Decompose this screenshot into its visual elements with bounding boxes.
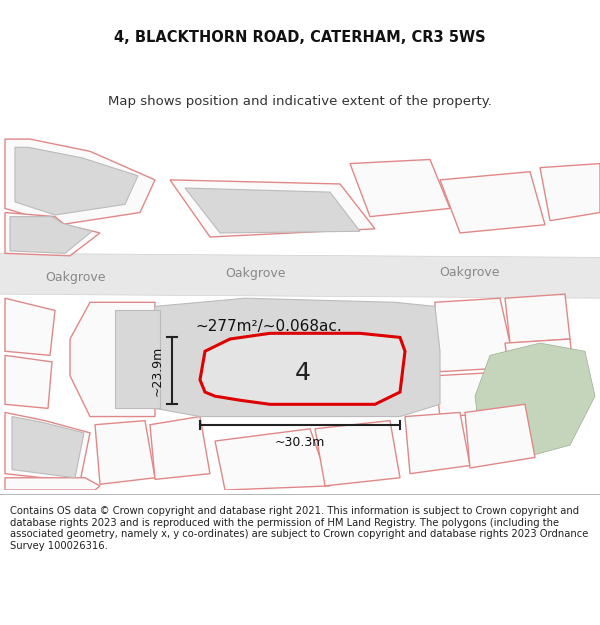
Polygon shape — [150, 416, 210, 479]
Text: ~277m²/~0.068ac.: ~277m²/~0.068ac. — [195, 319, 342, 334]
Polygon shape — [10, 217, 92, 253]
Polygon shape — [215, 429, 330, 490]
Polygon shape — [150, 298, 440, 416]
Polygon shape — [505, 339, 575, 388]
Polygon shape — [12, 416, 84, 478]
Polygon shape — [185, 188, 360, 233]
Text: 4: 4 — [295, 361, 311, 385]
Polygon shape — [5, 298, 55, 356]
Polygon shape — [0, 253, 600, 298]
Polygon shape — [435, 298, 510, 372]
Polygon shape — [465, 404, 535, 468]
Polygon shape — [405, 412, 470, 474]
Text: Oakgrove: Oakgrove — [45, 271, 105, 284]
Polygon shape — [95, 421, 155, 484]
Text: ~23.9m: ~23.9m — [151, 346, 164, 396]
Polygon shape — [540, 164, 600, 221]
Text: 4, BLACKTHORN ROAD, CATERHAM, CR3 5WS: 4, BLACKTHORN ROAD, CATERHAM, CR3 5WS — [114, 30, 486, 45]
Polygon shape — [5, 478, 100, 490]
Text: Oakgrove: Oakgrove — [440, 266, 500, 279]
Polygon shape — [5, 213, 100, 256]
Polygon shape — [315, 421, 400, 486]
Polygon shape — [435, 372, 515, 416]
Polygon shape — [5, 356, 52, 408]
Polygon shape — [70, 302, 155, 416]
Text: Oakgrove: Oakgrove — [225, 268, 285, 280]
Polygon shape — [15, 148, 138, 215]
Polygon shape — [200, 333, 405, 404]
Polygon shape — [475, 343, 595, 461]
Polygon shape — [5, 412, 90, 482]
Polygon shape — [440, 172, 545, 233]
Polygon shape — [115, 311, 160, 408]
Text: Contains OS data © Crown copyright and database right 2021. This information is : Contains OS data © Crown copyright and d… — [10, 506, 589, 551]
Polygon shape — [350, 159, 450, 217]
Polygon shape — [5, 139, 155, 225]
Polygon shape — [170, 180, 375, 237]
Text: Map shows position and indicative extent of the property.: Map shows position and indicative extent… — [108, 95, 492, 108]
Polygon shape — [505, 294, 570, 343]
Text: ~30.3m: ~30.3m — [275, 436, 325, 449]
